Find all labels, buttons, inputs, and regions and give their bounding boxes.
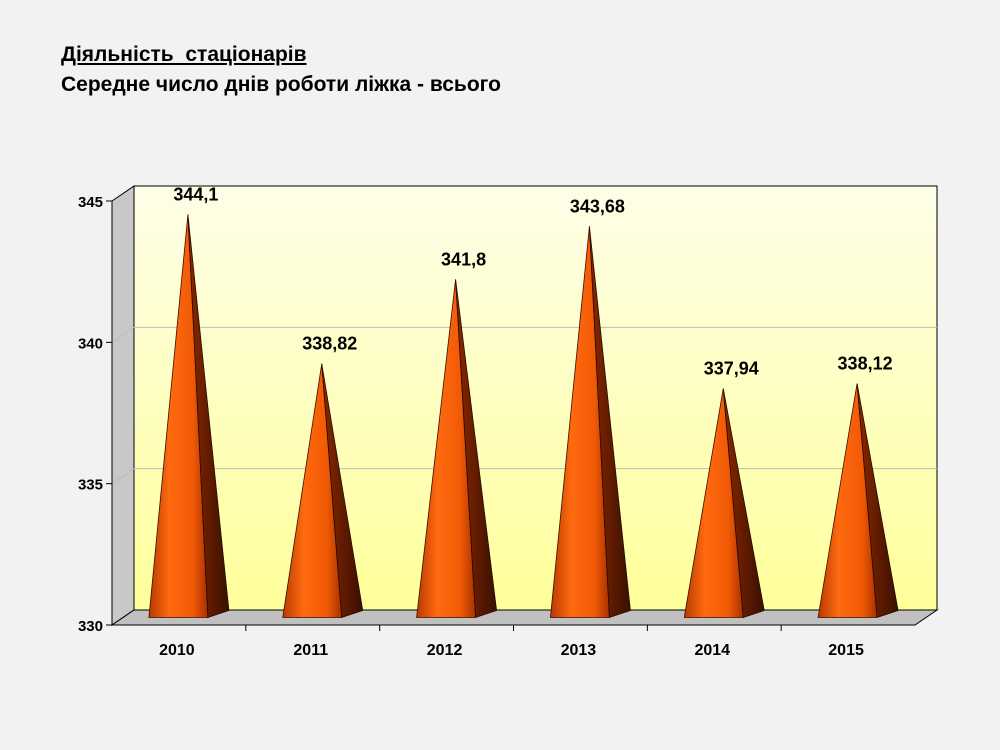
y-tick-label: 335 xyxy=(78,477,103,494)
chart-title-block: Діяльність стаціонарів Середне число дні… xyxy=(61,40,501,100)
cone-bar-side xyxy=(856,383,899,619)
cone-bar xyxy=(416,279,498,619)
x-tick-label: 2015 xyxy=(828,642,864,659)
x-tick-label: 2010 xyxy=(159,642,195,659)
x-tick-label: 2012 xyxy=(427,642,463,659)
data-label: 343,68 xyxy=(570,196,625,216)
chart-side-wall xyxy=(111,185,135,626)
cone-bar-side xyxy=(187,214,230,619)
x-tick-label: 2013 xyxy=(561,642,597,659)
y-gridline xyxy=(111,468,937,485)
y-tick-label: 345 xyxy=(78,194,103,211)
cone-bar-side xyxy=(321,363,364,619)
cone-bar-side xyxy=(722,388,765,619)
chart-title: Діяльність стаціонарів xyxy=(61,43,307,66)
data-label: 338,12 xyxy=(838,353,893,373)
chart-floor xyxy=(110,609,939,626)
cone-bar xyxy=(148,214,230,619)
y-tick-label: 340 xyxy=(78,335,103,352)
cone-bar xyxy=(549,226,631,619)
cone-bar-side xyxy=(455,279,498,619)
data-label: 344,1 xyxy=(173,184,218,204)
data-label: 337,94 xyxy=(704,359,759,379)
chart-back-wall xyxy=(133,185,938,611)
cone-bar-side xyxy=(589,226,631,619)
x-tick-label: 2011 xyxy=(293,642,328,659)
cone-bar xyxy=(282,363,364,619)
cone-bar xyxy=(683,388,765,619)
chart-subtitle: Середне число днів роботи ліжка - всього xyxy=(61,73,501,96)
data-label: 341,8 xyxy=(441,249,486,269)
cone-bar xyxy=(817,383,899,619)
x-tick-label: 2014 xyxy=(694,642,730,659)
y-tick-label: 330 xyxy=(78,618,103,635)
data-label: 338,82 xyxy=(302,334,357,354)
y-gridline xyxy=(111,326,937,343)
